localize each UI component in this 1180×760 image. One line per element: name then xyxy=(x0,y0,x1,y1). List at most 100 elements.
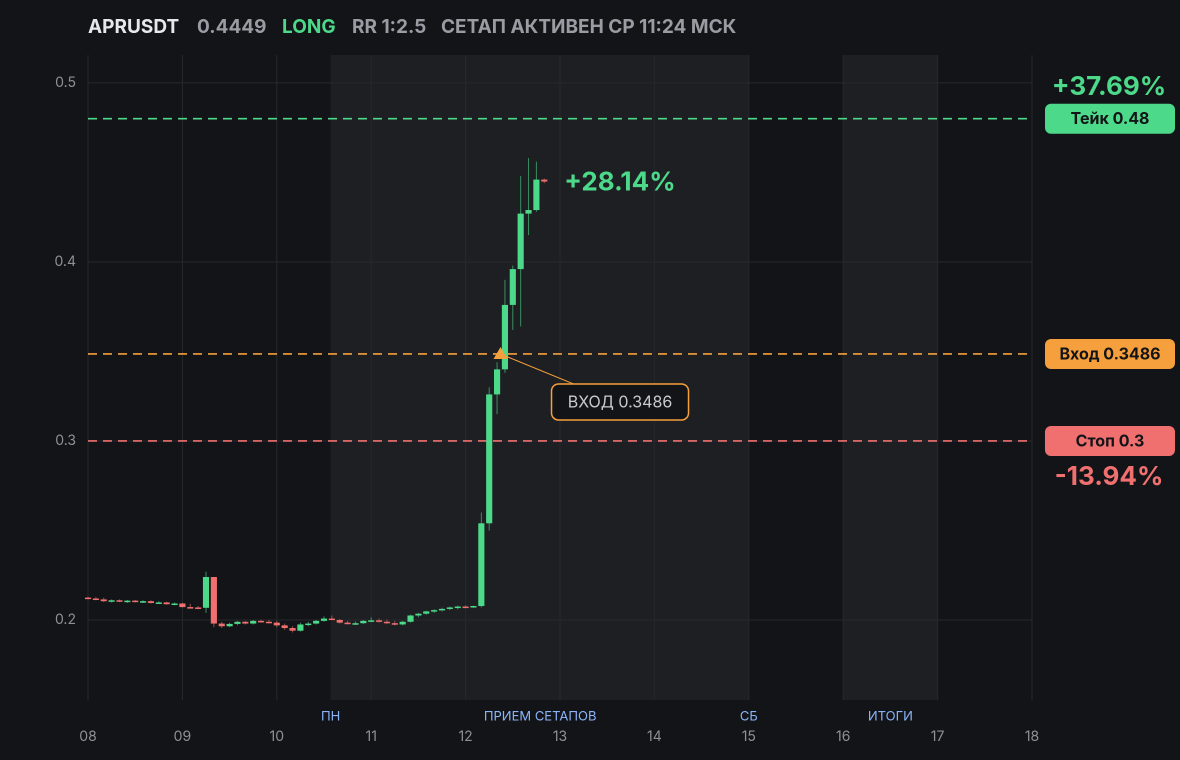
candle-body xyxy=(368,620,375,622)
candle-body xyxy=(438,608,446,611)
level-pill xyxy=(1045,103,1175,134)
entry-connector xyxy=(500,353,574,385)
candle-body xyxy=(320,618,328,621)
candle-body xyxy=(486,394,493,524)
status: СЕТАП АКТИВЕН СР 11:24 МСК xyxy=(441,15,737,38)
candle-body xyxy=(352,623,359,625)
candle-body xyxy=(226,623,233,627)
candle-body xyxy=(155,602,162,604)
candle-body xyxy=(187,607,194,609)
candle-body xyxy=(525,210,532,214)
symbol: APRUSDT xyxy=(88,15,179,38)
candle-body xyxy=(305,623,312,626)
band-label: ИТОГИ xyxy=(868,709,913,725)
level-label: Вход 0.3486 xyxy=(1059,343,1160,363)
y-tick-label: 0.5 xyxy=(55,74,76,91)
candle-body xyxy=(147,601,155,603)
x-tick-label: 08 xyxy=(79,728,97,745)
x-tick-label: 10 xyxy=(270,728,285,745)
candle-body xyxy=(360,620,367,624)
current-change: +28.14% xyxy=(564,167,675,198)
levels xyxy=(88,117,1032,442)
candle-body xyxy=(501,304,509,370)
candle-body xyxy=(242,621,249,624)
x-tick-label: 18 xyxy=(1025,728,1039,745)
candle-body xyxy=(297,624,304,631)
candle-body xyxy=(478,523,485,607)
candle-body xyxy=(454,606,461,609)
level-change: -13.94% xyxy=(1055,461,1164,492)
level-label: Тейк 0.48 xyxy=(1071,108,1150,128)
grid: 0.2 0.3 0.4 0.5 08 09 10 11 12 13 14 15 16 17 18 xyxy=(54,55,1039,745)
candles xyxy=(84,158,548,633)
candle-body xyxy=(139,601,147,603)
candle-body xyxy=(210,577,217,624)
candle-body xyxy=(423,611,430,614)
side: LONG xyxy=(282,15,336,38)
price: 0.4449 xyxy=(197,15,267,38)
x-tick-label: 15 xyxy=(742,728,756,745)
candle-body xyxy=(462,606,469,609)
x-tick-label: 14 xyxy=(647,728,662,745)
candle-body xyxy=(470,606,477,608)
x-tick-label: 13 xyxy=(553,728,567,745)
candle-body xyxy=(431,610,438,612)
candle-body xyxy=(509,269,516,305)
candle-body xyxy=(163,602,170,605)
candle-body xyxy=(344,622,351,625)
candle-body xyxy=(84,597,92,600)
level-pill xyxy=(1045,338,1175,369)
x-tick-label: 09 xyxy=(174,728,192,745)
entry-marker xyxy=(493,346,508,359)
session-band xyxy=(843,55,938,700)
band-label: СБ xyxy=(740,709,758,725)
bands xyxy=(330,55,938,700)
candle-body xyxy=(407,615,414,622)
candle-body xyxy=(446,607,453,609)
level-change: +37.69% xyxy=(1052,71,1166,102)
band-label: ПН xyxy=(321,709,340,725)
candle-body xyxy=(313,620,320,624)
candle-body xyxy=(250,620,257,624)
candle-body xyxy=(265,621,273,624)
session-band xyxy=(330,55,749,700)
y-tick-label: 0.3 xyxy=(55,432,76,449)
candle-body xyxy=(273,622,280,626)
candle-body xyxy=(493,369,501,395)
overlay: ПН ПРИЕМ СЕТАПОВ СБ ИТОГИ Тейк 0.48 +37.69% Вх… xyxy=(321,71,1175,725)
entry-callout-label: ВХОД 0.3486 xyxy=(568,391,673,411)
level-label: Стоп 0.3 xyxy=(1076,430,1145,450)
x-tick-label: 12 xyxy=(458,728,472,745)
candle-body xyxy=(218,623,225,627)
candle-body xyxy=(383,621,391,624)
candle-body xyxy=(375,620,383,622)
candle-body xyxy=(257,620,265,623)
x-tick-label: 17 xyxy=(931,728,945,745)
candle-body xyxy=(517,213,524,270)
candle-body xyxy=(328,618,335,621)
candle-body xyxy=(116,600,123,602)
candle-body xyxy=(533,179,540,211)
x-tick-label: 11 xyxy=(366,728,377,745)
candle-body xyxy=(281,625,288,629)
candle-body xyxy=(108,600,115,602)
candle-body xyxy=(92,598,99,600)
candle-body xyxy=(336,619,343,623)
candle-body xyxy=(202,577,210,608)
candle-body xyxy=(132,600,139,603)
y-tick-label: 0.4 xyxy=(54,253,76,270)
candle-body xyxy=(415,613,422,616)
candle-body xyxy=(171,603,178,606)
candle-body xyxy=(100,599,107,602)
band-label: ПРИЕМ СЕТАПОВ xyxy=(484,709,597,725)
candle-body xyxy=(234,621,241,624)
candle-body xyxy=(195,607,202,609)
candle-body xyxy=(391,623,398,625)
candle-body xyxy=(179,603,186,608)
y-tick-label: 0.2 xyxy=(55,611,76,628)
candle-body xyxy=(541,179,548,182)
candle-body xyxy=(399,621,406,625)
entry-callout xyxy=(550,383,690,421)
